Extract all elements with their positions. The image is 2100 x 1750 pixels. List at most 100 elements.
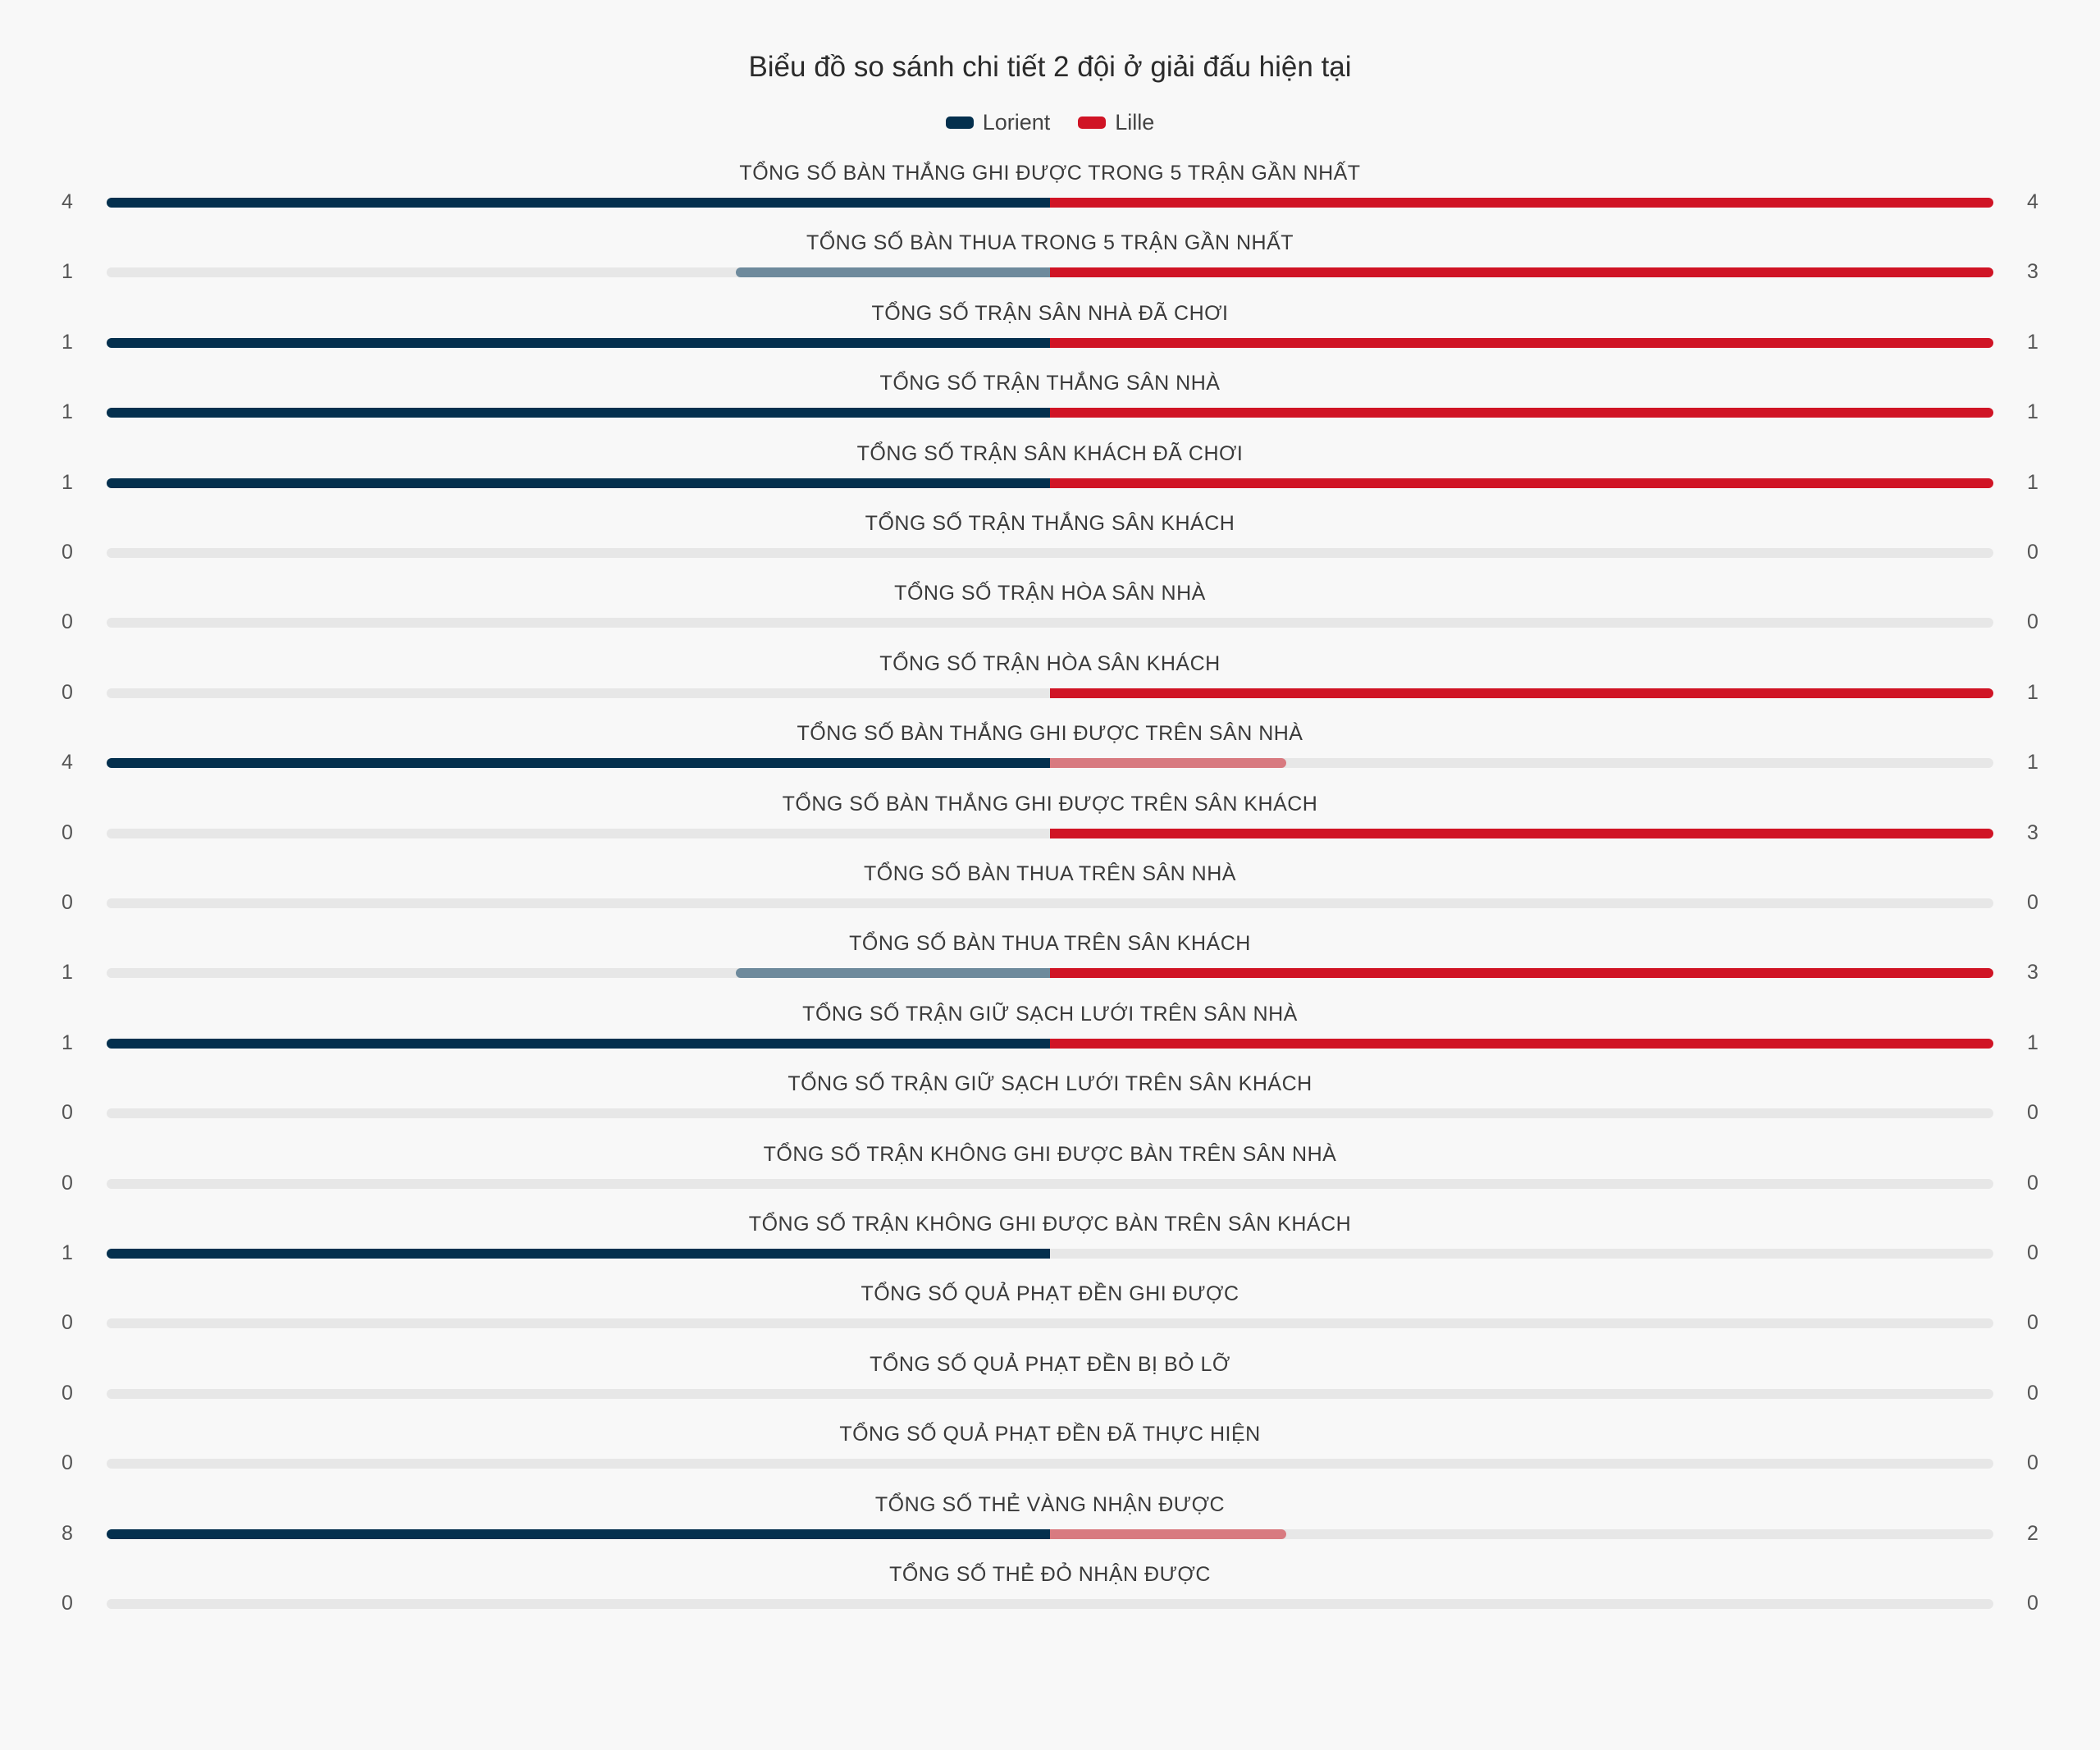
bar-track — [107, 337, 1993, 348]
bar-track — [107, 898, 1993, 908]
value-left: 0 — [62, 610, 73, 634]
value-left: 4 — [62, 190, 73, 213]
row-label: TỔNG SỐ TRẬN HÒA SÂN KHÁCH — [879, 651, 1221, 675]
value-left: 1 — [62, 1241, 73, 1264]
bar-lorient[interactable] — [107, 337, 1050, 348]
bar-lorient[interactable] — [107, 198, 1050, 208]
bar-track — [107, 1318, 1993, 1329]
bar-lorient[interactable] — [107, 477, 1050, 488]
bar-track — [107, 1528, 1993, 1539]
chart-title: Biểu đồ so sánh chi tiết 2 đội ở giải đấ… — [748, 51, 1352, 83]
value-right: 1 — [2027, 751, 2038, 774]
value-right: 1 — [2027, 680, 2038, 704]
legend-swatch-lorient — [945, 117, 974, 129]
value-right: 0 — [2027, 1171, 2038, 1195]
bar-lorient[interactable] — [107, 1249, 1050, 1259]
bar-lorient[interactable] — [735, 968, 1050, 979]
row-label: TỔNG SỐ BÀN THUA TRÊN SÂN KHÁCH — [849, 932, 1251, 956]
value-left: 1 — [62, 1030, 73, 1054]
value-right: 2 — [2027, 1521, 2038, 1545]
bar-lille[interactable] — [1050, 408, 1993, 418]
bar-lille[interactable] — [1050, 477, 1993, 488]
value-left: 0 — [62, 1171, 73, 1195]
legend-label-lille: Lille — [1115, 110, 1155, 135]
row-label: TỔNG SỐ TRẬN THẮNG SÂN KHÁCH — [865, 512, 1235, 535]
value-right: 3 — [2027, 820, 2038, 844]
row-label: TỔNG SỐ TRẬN HÒA SÂN NHÀ — [894, 582, 1206, 605]
value-left: 0 — [62, 680, 73, 704]
value-right: 0 — [2027, 1101, 2038, 1125]
legend-swatch-lille — [1078, 117, 1107, 129]
bar-lille[interactable] — [1050, 1038, 1993, 1049]
bar-lille[interactable] — [1050, 688, 1993, 698]
bar-track — [107, 1459, 1993, 1469]
bar-track — [107, 1249, 1993, 1259]
value-left: 0 — [62, 1451, 73, 1475]
value-left: 8 — [62, 1521, 73, 1545]
legend-item-lorient[interactable]: Lorient — [945, 110, 1051, 135]
value-left: 0 — [62, 1311, 73, 1335]
bar-track — [107, 1038, 1993, 1049]
bar-lille[interactable] — [1050, 198, 1993, 208]
value-left: 0 — [62, 1592, 73, 1615]
row-label: TỔNG SỐ QUẢ PHẠT ĐỀN GHI ĐƯỢC — [861, 1282, 1239, 1306]
value-right: 1 — [2027, 330, 2038, 354]
bar-lille[interactable] — [1050, 337, 1993, 348]
bar-track — [107, 828, 1993, 838]
bar-track — [107, 408, 1993, 418]
value-right: 1 — [2027, 400, 2038, 424]
bar-lorient[interactable] — [107, 758, 1050, 769]
value-left: 0 — [62, 1381, 73, 1405]
value-right: 0 — [2027, 1592, 2038, 1615]
row-label: TỔNG SỐ TRẬN GIỮ SẠCH LƯỚI TRÊN SÂN NHÀ — [802, 1002, 1298, 1026]
bar-track — [107, 688, 1993, 698]
bar-track — [107, 618, 1993, 628]
bar-lorient[interactable] — [107, 1528, 1050, 1539]
bar-track — [107, 267, 1993, 278]
legend-label-lorient: Lorient — [982, 110, 1051, 135]
bar-lorient[interactable] — [107, 408, 1050, 418]
row-label: TỔNG SỐ QUẢ PHẠT ĐỀN BỊ BỎ LỠ — [870, 1352, 1230, 1376]
row-label: TỔNG SỐ TRẬN SÂN KHÁCH ĐÃ CHƠI — [856, 441, 1244, 465]
bar-track — [107, 758, 1993, 769]
bar-lorient[interactable] — [107, 1038, 1050, 1049]
value-right: 4 — [2027, 190, 2038, 213]
value-right: 0 — [2027, 1241, 2038, 1264]
value-right: 0 — [2027, 1381, 2038, 1405]
value-left: 0 — [62, 541, 73, 564]
bar-lille[interactable] — [1050, 968, 1993, 979]
row-label: TỔNG SỐ BÀN THUA TRONG 5 TRẬN GẦN NHẤT — [806, 231, 1294, 255]
value-right: 1 — [2027, 1030, 2038, 1054]
bar-track — [107, 477, 1993, 488]
value-left: 1 — [62, 470, 73, 494]
row-label: TỔNG SỐ TRẬN KHÔNG GHI ĐƯỢC BÀN TRÊN SÂN… — [763, 1142, 1337, 1166]
row-label: TỔNG SỐ TRẬN SÂN NHÀ ĐÃ CHƠI — [871, 301, 1229, 325]
value-right: 0 — [2027, 891, 2038, 914]
row-label: TỔNG SỐ THẺ VÀNG NHẬN ĐƯỢC — [874, 1492, 1226, 1516]
bar-track — [107, 198, 1993, 208]
bar-track — [107, 968, 1993, 979]
value-left: 1 — [62, 961, 73, 985]
value-right: 0 — [2027, 541, 2038, 564]
legend: Lorient Lille — [0, 110, 2100, 135]
row-label: TỔNG SỐ BÀN THẮNG GHI ĐƯỢC TRONG 5 TRẬN … — [739, 162, 1361, 185]
bar-lorient[interactable] — [735, 267, 1050, 278]
row-label: TỔNG SỐ TRẬN THẮNG SÂN NHÀ — [879, 372, 1221, 395]
row-label: TỔNG SỐ THẺ ĐỎ NHẬN ĐƯỢC — [889, 1563, 1211, 1586]
row-label: TỔNG SỐ TRẬN KHÔNG GHI ĐƯỢC BÀN TRÊN SÂN… — [748, 1213, 1352, 1236]
value-left: 1 — [62, 330, 73, 354]
legend-item-lille[interactable]: Lille — [1078, 110, 1154, 135]
value-right: 1 — [2027, 470, 2038, 494]
value-left: 0 — [62, 1101, 73, 1125]
value-left: 1 — [62, 400, 73, 424]
bar-lille[interactable] — [1050, 758, 1286, 769]
bar-lille[interactable] — [1050, 828, 1993, 838]
bar-track — [107, 1388, 1993, 1399]
value-right: 0 — [2027, 1311, 2038, 1335]
value-right: 3 — [2027, 961, 2038, 985]
bar-track — [107, 1599, 1993, 1609]
value-left: 1 — [62, 260, 73, 284]
bar-lille[interactable] — [1050, 267, 1993, 278]
bar-lille[interactable] — [1050, 1528, 1286, 1539]
